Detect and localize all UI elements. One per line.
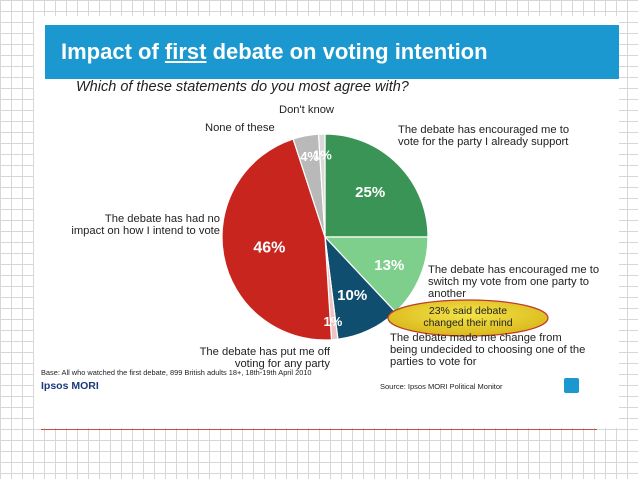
- title-bar: Impact of first debate on voting intenti…: [45, 25, 619, 79]
- base-note: Base: All who watched the first debate, …: [41, 368, 312, 377]
- callout-text-line: changed their mind: [423, 317, 512, 329]
- legend-label-dont-know: Don't know: [279, 104, 334, 116]
- pie-slice-already-support: [324, 133, 429, 238]
- brand-mark-icon: [564, 378, 579, 393]
- brand-logo-text: Ipsos MORI: [41, 380, 99, 392]
- source-note: Source: Ipsos MORI Political Monitor: [380, 382, 503, 391]
- pct-label-undecided: 10%: [337, 287, 367, 304]
- legend-label-put-off: The debate has put me off voting for any…: [199, 346, 330, 370]
- callout-ellipse: [387, 299, 549, 337]
- pie-slice-no-impact: [221, 138, 333, 341]
- legend-label-none-of-these: None of these: [205, 122, 275, 134]
- footer-rule: [41, 429, 597, 430]
- legend-label-already-support: The debate has encouraged me to vote for…: [398, 124, 570, 148]
- slide-title: Impact of first debate on voting intenti…: [61, 39, 488, 64]
- legend-label-no-impact: The debate has had no impact on how I in…: [71, 213, 220, 237]
- pct-label-none-of-these: 4%: [300, 149, 319, 164]
- pie-slice-dont-know: [317, 133, 326, 238]
- slide: Impact of first debate on voting intenti…: [34, 16, 619, 428]
- question-text: Which of these statements do you most ag…: [76, 79, 409, 95]
- callout-text-line: 23% said debate: [429, 305, 507, 317]
- pct-label-dont-know: 1%: [313, 148, 332, 163]
- pct-label-already-support: 25%: [355, 184, 385, 201]
- legend-label-undecided: The debate made me change from being und…: [390, 332, 586, 368]
- pct-label-switch-vote: 13%: [374, 257, 404, 274]
- pct-label-no-impact: 46%: [253, 240, 285, 257]
- legend-label-switch-vote: The debate has encouraged me to switch m…: [428, 264, 600, 300]
- pct-label-put-off: 1%: [324, 314, 343, 329]
